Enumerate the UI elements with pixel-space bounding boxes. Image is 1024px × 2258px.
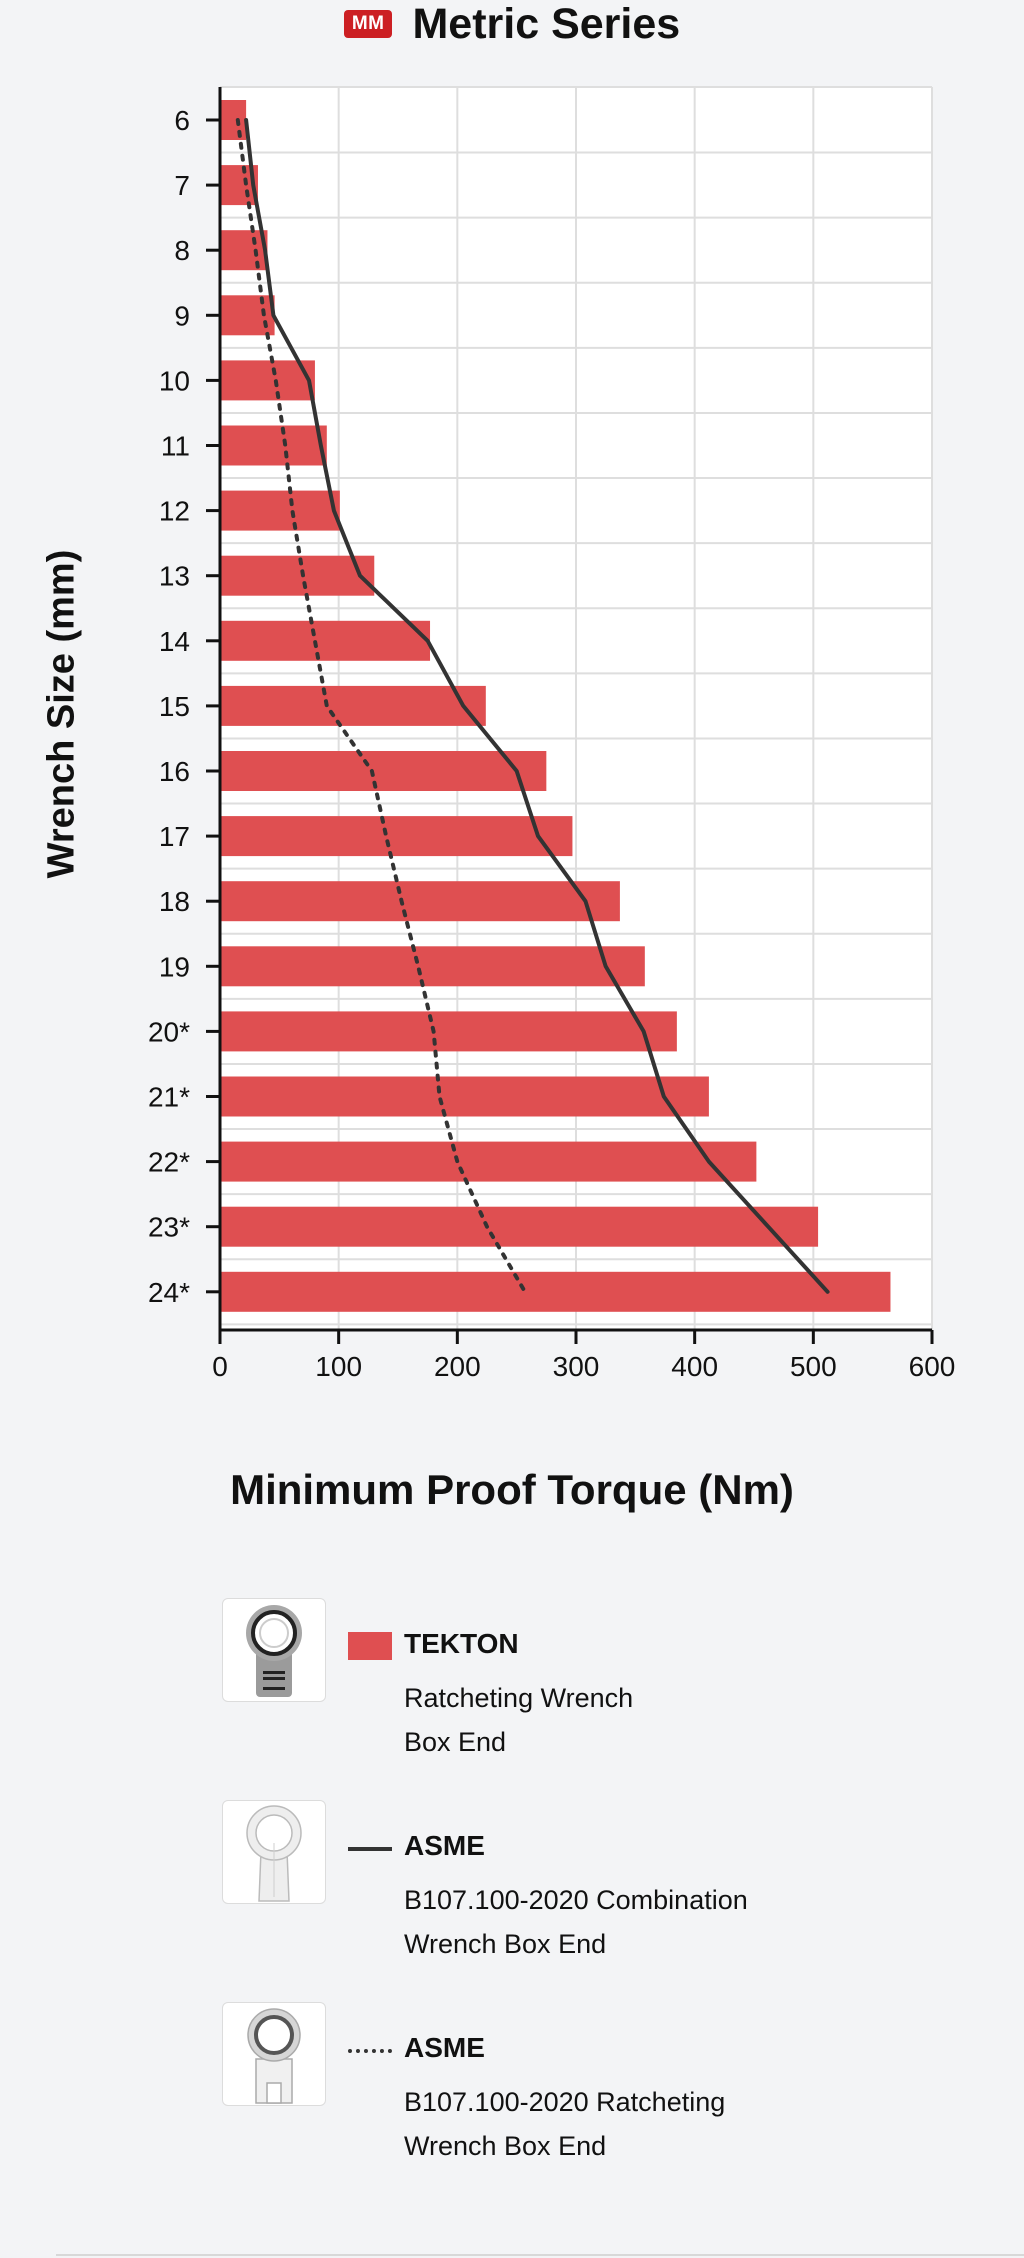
bar-17 <box>220 816 573 857</box>
x-tick-label: 600 <box>909 1351 956 1382</box>
bar-10 <box>220 360 315 401</box>
y-tick-label: 20* <box>148 1016 190 1047</box>
ratcheting-wrench-icon <box>222 2002 326 2106</box>
bar-24* <box>220 1271 891 1312</box>
legend-name: ASME <box>404 1830 485 1861</box>
y-tick-label: 8 <box>174 235 190 266</box>
y-tick-label: 9 <box>174 300 190 331</box>
x-tick-label: 300 <box>553 1351 600 1382</box>
bar-20* <box>220 1011 677 1052</box>
legend-swatch-solid-line <box>348 1847 392 1851</box>
y-tick-label: 18 <box>159 886 190 917</box>
y-tick-label: 15 <box>159 691 190 722</box>
legend-description: Ratcheting Wrench Box End <box>404 1676 824 1764</box>
y-tick-label: 24* <box>148 1277 190 1308</box>
y-tick-label: 23* <box>148 1212 190 1243</box>
legend-desc-line: B107.100-2020 Combination <box>404 1885 748 1915</box>
legend-swatch-dotted-line <box>348 2049 392 2053</box>
bar-14 <box>220 620 431 661</box>
legend-desc-line: Wrench Box End <box>404 2131 607 2161</box>
series-line-asme-ratcheting <box>235 118 527 1294</box>
y-tick-label: 10 <box>159 365 190 396</box>
chart-title: Metric Series <box>412 0 681 48</box>
legend-description: B107.100-2020 Combination Wrench Box End <box>404 1878 824 1966</box>
y-tick-label: 7 <box>174 170 190 201</box>
x-tick-label: 0 <box>212 1351 228 1382</box>
bar-13 <box>220 555 375 596</box>
legend-desc-line: Ratcheting Wrench <box>404 1683 634 1713</box>
y-tick-label: 21* <box>148 1082 190 1113</box>
x-axis-title: Minimum Proof Torque (Nm) <box>230 1466 794 1513</box>
legend-swatch-bar <box>348 1632 392 1660</box>
y-tick-label: 16 <box>159 756 190 787</box>
legend-description: B107.100-2020 Ratcheting Wrench Box End <box>404 2080 824 2168</box>
legend-name: TEKTON <box>404 1628 519 1659</box>
legend-desc-line: Wrench Box End <box>404 1929 607 1959</box>
bar-16 <box>220 751 547 791</box>
bar-15 <box>220 685 486 726</box>
chart-header: MM Metric Series <box>0 0 1024 48</box>
bar-6 <box>220 100 247 140</box>
bar-11 <box>220 425 327 466</box>
x-tick-label: 500 <box>790 1351 837 1382</box>
bar-23* <box>220 1206 819 1247</box>
bar-18 <box>220 881 620 922</box>
legend-name: ASME <box>404 2032 485 2063</box>
unit-badge: MM <box>343 10 393 38</box>
y-tick-label: 6 <box>174 105 190 136</box>
y-tick-label: 14 <box>159 626 190 657</box>
x-tick-label: 100 <box>315 1351 362 1382</box>
y-tick-label: 11 <box>161 431 190 462</box>
y-tick-label: 19 <box>159 951 190 982</box>
bar-22* <box>220 1141 757 1182</box>
y-axis-title: Wrench Size (mm) <box>40 549 83 879</box>
legend-desc-line: B107.100-2020 Ratcheting <box>404 2087 726 2117</box>
bar-12 <box>220 490 340 531</box>
footer-divider <box>56 2254 1024 2256</box>
y-tick-label: 13 <box>159 561 190 592</box>
bar-9 <box>220 295 275 336</box>
combination-wrench-icon <box>222 1800 326 1904</box>
ratcheting-wrench-icon <box>222 1598 326 1702</box>
y-tick-label: 12 <box>159 496 190 527</box>
torque-chart: 6 7 8 9 10 11 12 13 14 15 16 17 18 19 20* 21* 22* 23* 24* 0… <box>148 86 956 1382</box>
series-line-asme-combination <box>244 118 830 1294</box>
y-tick-label: 22* <box>148 1147 190 1178</box>
y-tick-label: 17 <box>159 821 190 852</box>
x-tick-label: 400 <box>671 1351 718 1382</box>
bar-19 <box>220 946 645 987</box>
bar-21* <box>220 1076 709 1117</box>
bar-8 <box>220 230 268 271</box>
legend-desc-line: Box End <box>404 1727 507 1757</box>
x-tick-label: 200 <box>434 1351 481 1382</box>
